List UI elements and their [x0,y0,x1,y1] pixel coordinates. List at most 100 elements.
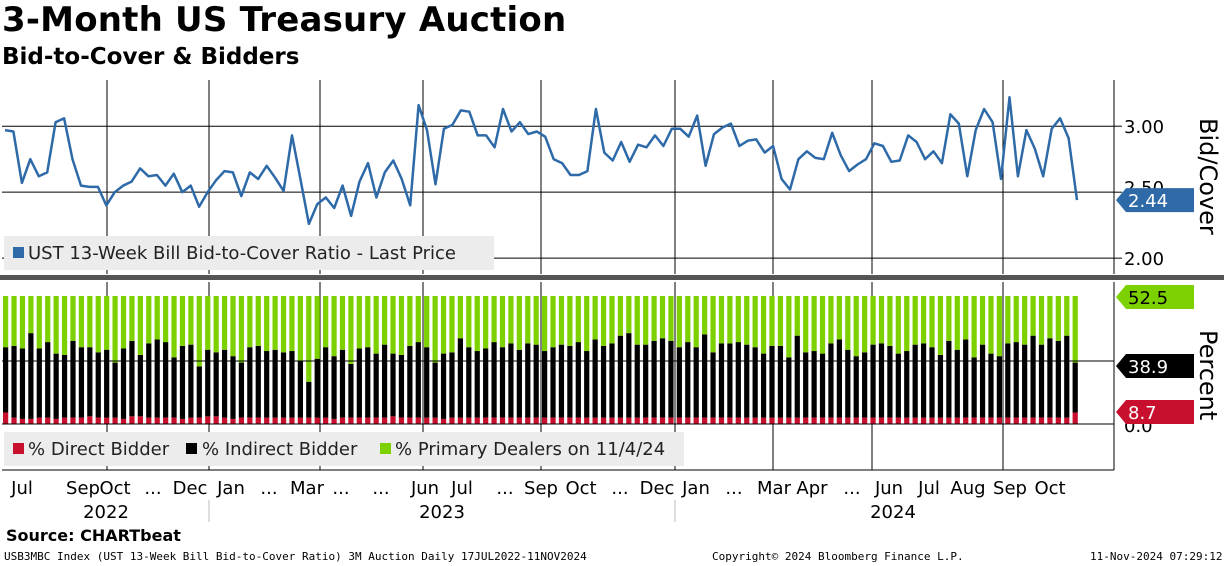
primary-bar [685,296,691,343]
indirect-bar [651,340,657,418]
indirect-bar [904,351,910,418]
primary-bar [979,296,986,345]
primary-bar [946,296,952,341]
indirect-bar [137,354,143,417]
x-tick-label: Mar [757,478,792,499]
indirect-bar [415,342,421,418]
direct-bar [963,417,969,424]
primary-bar [567,296,573,346]
last-value-flag [1116,285,1194,309]
primary-bar [828,296,834,344]
indirect-bar [592,339,598,418]
indirect-bar [525,343,531,418]
direct-bar [643,417,649,424]
primary-bar [626,296,632,334]
direct-bar [584,417,590,424]
primary-bar [777,296,784,346]
primary-bar [466,296,472,348]
primary-bar [356,296,362,349]
x-tick-label: Dec [640,478,675,499]
primary-bar [45,296,51,343]
direct-bar [895,417,901,424]
indirect-bar [339,349,346,418]
indirect-bar [954,349,960,418]
direct-bar [617,417,624,424]
x-tick-label: Aug [950,478,985,499]
primary-bar [954,296,960,350]
indirect-bar [626,333,632,418]
direct-bar [836,417,842,424]
primary-bar [381,296,388,345]
primary-bar [718,296,725,344]
direct-bar [937,417,944,424]
direct-bar [491,417,497,424]
indirect-bar [853,356,859,418]
direct-bar [264,417,270,424]
indirect-bar [474,351,480,418]
indirect-bar [205,349,211,417]
x-tick-label: Jan [681,478,710,499]
indirect-bar [457,338,463,418]
primary-bar [87,296,93,348]
indirect-bar [777,345,784,418]
primary-bar [710,296,716,353]
indirect-bar [710,352,716,418]
primary-bar [95,296,101,353]
direct-bar [255,417,261,424]
primary-bar [803,296,809,353]
primary-bar [129,296,135,341]
direct-bar [289,417,295,424]
direct-bar [702,417,708,424]
primary-bar [137,296,143,355]
bottom-legend-swatch [380,443,391,454]
primary-bar [659,296,666,339]
source-note: Source: CHARTbeat [6,526,181,545]
indirect-bar [373,353,379,418]
indirect-bar [668,340,674,418]
direct-bar [339,417,346,424]
primary-bar [314,296,320,359]
direct-bar [306,417,312,424]
primary-bar [213,296,219,353]
direct-bar [718,417,725,424]
x-tick-label: Sep [993,478,1027,499]
primary-bar [415,296,421,343]
direct-bar [626,417,632,424]
x-tick-label: Dec [173,478,208,499]
direct-bar [862,417,868,424]
indirect-bar [542,351,548,418]
direct-bar [297,417,303,424]
primary-bar [171,296,177,358]
indirect-bar [685,342,691,418]
indirect-bar [1038,344,1045,418]
primary-bar [558,296,565,345]
x-year-label: 2024 [870,502,916,523]
indirect-bar [61,354,68,418]
direct-bar [95,417,101,424]
primary-bar [769,296,775,346]
indirect-bar [803,352,809,418]
indirect-bar [1022,344,1028,418]
indirect-bar [78,347,85,418]
primary-bar [348,296,354,364]
direct-bar [78,417,85,424]
indirect-bar [988,353,994,418]
indirect-bar [36,348,42,418]
direct-bar [1030,417,1036,424]
primary-bar [1038,296,1045,345]
direct-bar [853,417,859,424]
primary-bar [912,296,918,345]
bottom-legend-label: % Primary Dealers on 11/4/24 [395,439,665,460]
direct-bar [87,416,93,424]
primary-bar [289,296,295,352]
direct-bar [1022,417,1028,424]
primary-bar [272,296,278,350]
indirect-bar [937,354,944,418]
primary-bar [53,296,59,354]
direct-bar [988,417,994,424]
direct-bar [280,417,287,424]
direct-bar [904,417,910,424]
indirect-bar [702,334,708,418]
last-value-flag [1116,400,1194,424]
x-tick-label: ... [372,478,389,499]
